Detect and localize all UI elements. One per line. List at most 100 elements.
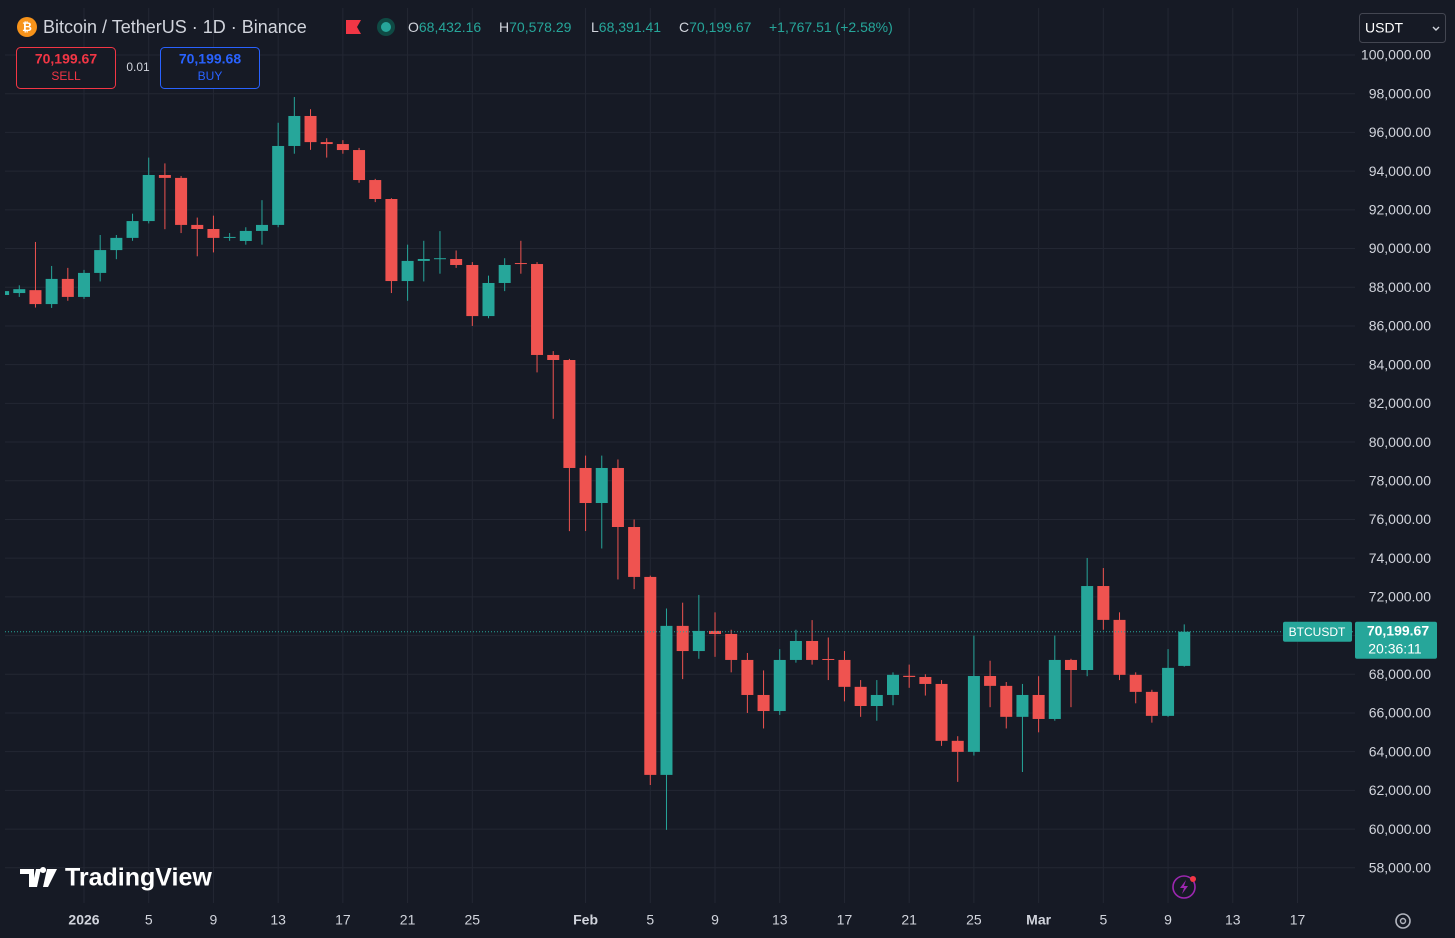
candle-body bbox=[126, 221, 139, 238]
price-tag-price: 70,199.67 bbox=[1367, 622, 1429, 638]
y-tick-label: 62,000.00 bbox=[1369, 782, 1431, 798]
x-tick-label: 5 bbox=[1099, 912, 1107, 928]
candle-body bbox=[353, 150, 366, 181]
candle-body bbox=[773, 659, 786, 712]
candle-body bbox=[644, 576, 657, 775]
candle-body bbox=[417, 258, 430, 261]
buy-price[interactable]: 70,199.68 bbox=[179, 51, 241, 67]
buy-button[interactable]: 70,199.68 BUY bbox=[160, 47, 260, 89]
y-tick-label: 66,000.00 bbox=[1369, 705, 1431, 721]
ohlc-value: 68,391.41 bbox=[599, 19, 661, 35]
candle-body bbox=[531, 264, 544, 355]
candle-body bbox=[369, 180, 382, 199]
candle-body bbox=[433, 258, 446, 260]
ohlc-letter: O bbox=[408, 19, 419, 35]
candle-body bbox=[1097, 586, 1110, 620]
candle-body bbox=[304, 115, 317, 143]
flag-icon[interactable] bbox=[346, 20, 361, 34]
y-tick-label: 82,000.00 bbox=[1369, 395, 1431, 411]
candles bbox=[5, 97, 1191, 830]
x-tick-label: 5 bbox=[646, 912, 654, 928]
candle-body bbox=[498, 264, 511, 283]
x-tick-label: 9 bbox=[1164, 912, 1172, 928]
candle-body bbox=[175, 177, 188, 225]
buy-box[interactable] bbox=[160, 47, 260, 89]
candle-body bbox=[482, 282, 495, 317]
sell-button[interactable]: 70,199.67 SELL bbox=[16, 47, 116, 89]
candle-body bbox=[466, 264, 479, 317]
x-tick-label: 13 bbox=[270, 912, 286, 928]
spread: 0.01 bbox=[126, 60, 150, 74]
candle-body bbox=[288, 115, 301, 146]
settings-icon[interactable] bbox=[1395, 913, 1411, 929]
candle-body bbox=[1145, 691, 1158, 716]
candle-body bbox=[1162, 667, 1175, 716]
chart-title: Bitcoin / TetherUS · 1D · Binance bbox=[43, 17, 307, 37]
sell-box[interactable] bbox=[16, 47, 116, 89]
y-tick-label: 60,000.00 bbox=[1369, 821, 1431, 837]
candle-body bbox=[887, 674, 899, 695]
alert-icon[interactable] bbox=[1172, 875, 1196, 899]
candle-body bbox=[822, 658, 835, 660]
candle-body bbox=[676, 625, 689, 652]
settings-icon-core[interactable] bbox=[1399, 917, 1407, 925]
alert-bolt[interactable] bbox=[1180, 880, 1188, 894]
candle-body bbox=[1032, 694, 1045, 719]
candle-body bbox=[919, 676, 932, 684]
ohlc-legend: O68,432.16 H70,578.29 L68,391.41 C70,199… bbox=[408, 19, 893, 35]
currency-dropdown[interactable] bbox=[1359, 13, 1446, 43]
x-tick-label: 17 bbox=[335, 912, 351, 928]
coin-icon bbox=[17, 17, 37, 37]
y-tick-label: 86,000.00 bbox=[1369, 318, 1431, 334]
candle-body bbox=[903, 675, 916, 677]
candle-body bbox=[1081, 586, 1094, 671]
y-tick-label: 58,000.00 bbox=[1369, 859, 1431, 875]
candle-body bbox=[1064, 659, 1077, 671]
candle-body bbox=[385, 198, 398, 282]
candle-body bbox=[336, 144, 349, 151]
candle-body bbox=[401, 260, 414, 282]
x-tick-label: 2026 bbox=[68, 912, 99, 928]
ohlc-change: +1,767.51 (+2.58%) bbox=[769, 19, 893, 35]
candle-body bbox=[563, 360, 576, 468]
candle-body bbox=[692, 630, 705, 652]
x-tick-label: 25 bbox=[966, 912, 982, 928]
candle-body bbox=[514, 263, 527, 265]
candle-body bbox=[547, 354, 560, 361]
candle-body bbox=[272, 145, 285, 225]
candle-body bbox=[223, 236, 236, 238]
candle-body bbox=[660, 625, 673, 775]
candle-body bbox=[255, 224, 268, 231]
candle-body bbox=[984, 676, 997, 686]
candle-body bbox=[239, 230, 252, 241]
currency-label[interactable]: USDT bbox=[1365, 20, 1404, 36]
candle-body bbox=[789, 640, 802, 660]
symbol-tag-label: BTCUSDT bbox=[1289, 625, 1346, 639]
candle-body bbox=[757, 694, 770, 712]
candle-body bbox=[142, 175, 155, 222]
y-tick-label: 88,000.00 bbox=[1369, 279, 1431, 295]
y-tick-label: 94,000.00 bbox=[1369, 163, 1431, 179]
candle-body bbox=[94, 250, 107, 273]
sell-label[interactable]: SELL bbox=[51, 69, 81, 83]
y-tick-label: 90,000.00 bbox=[1369, 240, 1431, 256]
axes: 58,000.00 60,000.00 62,000.00 64,000.00 66,0… bbox=[5, 47, 1437, 928]
dropdown-arrow[interactable] bbox=[1432, 26, 1440, 31]
candle-body bbox=[1178, 631, 1191, 666]
sell-price[interactable]: 70,199.67 bbox=[35, 51, 97, 67]
watermark-logo bbox=[20, 867, 57, 887]
alert-badge bbox=[1190, 876, 1196, 882]
buy-label[interactable]: BUY bbox=[198, 69, 223, 83]
watermark: TradingView bbox=[65, 864, 212, 892]
candle-body bbox=[951, 740, 964, 752]
x-tick-label: Mar bbox=[1026, 912, 1051, 928]
price-tag bbox=[1355, 621, 1437, 659]
x-tick-label: 17 bbox=[1290, 912, 1306, 928]
x-tick-label: 21 bbox=[901, 912, 917, 928]
x-tick-label: Feb bbox=[573, 912, 598, 928]
candle-body bbox=[579, 467, 592, 504]
coin-icon-glyph: ₿ bbox=[22, 20, 32, 34]
symbol-tag bbox=[1283, 621, 1352, 642]
